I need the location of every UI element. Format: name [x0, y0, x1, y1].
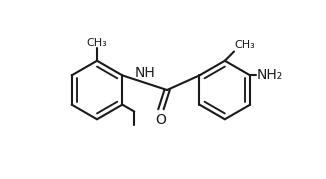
Text: O: O — [156, 113, 166, 127]
Text: CH₃: CH₃ — [235, 40, 256, 50]
Text: NH₂: NH₂ — [257, 68, 283, 82]
Text: NH: NH — [134, 66, 155, 80]
Text: CH₃: CH₃ — [87, 38, 107, 48]
